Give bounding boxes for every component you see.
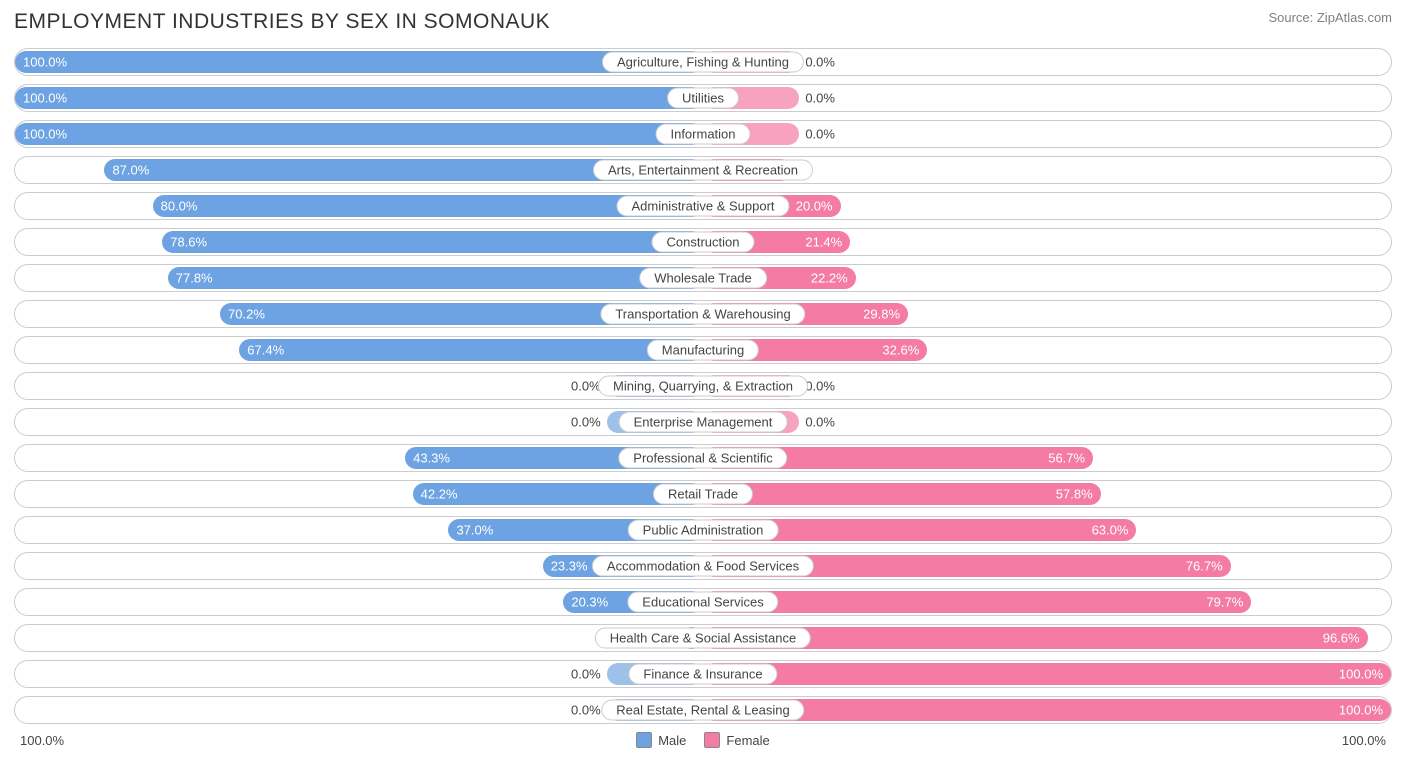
male-bar: 100.0% xyxy=(15,123,703,145)
axis-right-label: 100.0% xyxy=(1342,733,1386,748)
female-value: 20.0% xyxy=(796,199,833,214)
female-bar: 100.0% xyxy=(703,699,1391,721)
female-value: 0.0% xyxy=(805,91,835,106)
category-label: Real Estate, Rental & Leasing xyxy=(601,700,804,721)
category-label: Accommodation & Food Services xyxy=(592,556,814,577)
female-value: 0.0% xyxy=(805,55,835,70)
chart-row: 0.0% 0.0%Mining, Quarrying, & Extraction xyxy=(14,372,1392,400)
chart-row: 0.0% 0.0% Enterprise Management xyxy=(14,408,1392,436)
male-value: 37.0% xyxy=(456,523,493,538)
female-value: 63.0% xyxy=(1092,523,1129,538)
chart-row: 23.3% 76.7% Accommodation & Food Services xyxy=(14,552,1392,580)
chart-row: 100.0% 0.0% Utilities xyxy=(14,84,1392,112)
category-label: Public Administration xyxy=(628,520,779,541)
category-label: Professional & Scientific xyxy=(618,448,787,469)
legend-label: Female xyxy=(726,733,769,748)
female-value: 0.0% xyxy=(805,379,835,394)
male-value: 87.0% xyxy=(112,163,149,178)
male-bar: 77.8% xyxy=(168,267,703,289)
female-value: 21.4% xyxy=(805,235,842,250)
male-bar: 100.0% xyxy=(15,87,703,109)
chart-row: 80.0% 20.0% Administrative & Support xyxy=(14,192,1392,220)
female-value: 79.7% xyxy=(1206,595,1243,610)
chart-legend: Male Female xyxy=(636,732,770,748)
legend-swatch xyxy=(636,732,652,748)
male-value: 100.0% xyxy=(23,55,67,70)
male-value: 80.0% xyxy=(161,199,198,214)
legend-swatch xyxy=(704,732,720,748)
male-value: 100.0% xyxy=(23,91,67,106)
male-bar: 78.6% xyxy=(162,231,703,253)
chart-row: 100.0% 0.0%Agriculture, Fishing & Hunting xyxy=(14,48,1392,76)
female-value: 22.2% xyxy=(811,271,848,286)
chart-row: 0.0% 100.0% Finance & Insurance xyxy=(14,660,1392,688)
category-label: Enterprise Management xyxy=(619,412,788,433)
female-value: 100.0% xyxy=(1339,703,1383,718)
female-bar: 79.7% xyxy=(703,591,1251,613)
male-value: 67.4% xyxy=(247,343,284,358)
category-label: Construction xyxy=(652,232,755,253)
female-value: 76.7% xyxy=(1186,559,1223,574)
male-value: 100.0% xyxy=(23,127,67,142)
male-value: 23.3% xyxy=(551,559,588,574)
chart-row: 42.2% 57.8% Retail Trade xyxy=(14,480,1392,508)
male-bar: 100.0% xyxy=(15,51,703,73)
female-bar: 100.0% xyxy=(703,663,1391,685)
chart-row: 87.0%13.0%Arts, Entertainment & Recreati… xyxy=(14,156,1392,184)
chart-row: 70.2% 29.8% Transportation & Warehousing xyxy=(14,300,1392,328)
male-value: 77.8% xyxy=(176,271,213,286)
chart-row: 78.6% 21.4% Construction xyxy=(14,228,1392,256)
category-label: Agriculture, Fishing & Hunting xyxy=(602,52,804,73)
chart-row: 77.8% 22.2% Wholesale Trade xyxy=(14,264,1392,292)
male-value: 42.2% xyxy=(421,487,458,502)
category-label: Information xyxy=(655,124,750,145)
category-label: Arts, Entertainment & Recreation xyxy=(593,160,813,181)
legend-item: Male xyxy=(636,732,686,748)
category-label: Administrative & Support xyxy=(616,196,789,217)
male-value: 20.3% xyxy=(571,595,608,610)
category-label: Finance & Insurance xyxy=(628,664,777,685)
legend-item: Female xyxy=(704,732,769,748)
category-label: Manufacturing xyxy=(647,340,759,361)
chart-row: 43.3% 56.7% Professional & Scientific xyxy=(14,444,1392,472)
legend-label: Male xyxy=(658,733,686,748)
category-label: Educational Services xyxy=(627,592,778,613)
male-bar: 67.4% xyxy=(239,339,703,361)
chart-title: EMPLOYMENT INDUSTRIES BY SEX IN SOMONAUK xyxy=(14,10,550,34)
female-value: 0.0% xyxy=(805,127,835,142)
male-value: 78.6% xyxy=(170,235,207,250)
chart-row: 37.0% 63.0% Public Administration xyxy=(14,516,1392,544)
female-value: 32.6% xyxy=(882,343,919,358)
male-value: 43.3% xyxy=(413,451,450,466)
male-value: 0.0% xyxy=(571,667,601,682)
diverging-bar-chart: 100.0%0.0%Agriculture, Fishing & Hunting… xyxy=(14,48,1392,724)
female-value: 96.6% xyxy=(1323,631,1360,646)
axis-left-label: 100.0% xyxy=(20,733,64,748)
chart-header: EMPLOYMENT INDUSTRIES BY SEX IN SOMONAUK… xyxy=(14,10,1392,34)
female-value: 0.0% xyxy=(805,415,835,430)
female-value: 56.7% xyxy=(1048,451,1085,466)
category-label: Transportation & Warehousing xyxy=(600,304,805,325)
chart-row: 100.0% 0.0% Information xyxy=(14,120,1392,148)
female-value: 57.8% xyxy=(1056,487,1093,502)
male-value: 0.0% xyxy=(571,415,601,430)
chart-source: Source: ZipAtlas.com xyxy=(1268,10,1392,25)
chart-row: 20.3% 79.7% Educational Services xyxy=(14,588,1392,616)
male-value: 70.2% xyxy=(228,307,265,322)
chart-row: 3.4%96.6%Health Care & Social Assistance xyxy=(14,624,1392,652)
category-label: Mining, Quarrying, & Extraction xyxy=(598,376,808,397)
chart-row: 67.4% 32.6% Manufacturing xyxy=(14,336,1392,364)
female-bar: 57.8% xyxy=(703,483,1101,505)
category-label: Wholesale Trade xyxy=(639,268,767,289)
category-label: Utilities xyxy=(667,88,739,109)
female-value: 29.8% xyxy=(863,307,900,322)
male-value: 0.0% xyxy=(571,703,601,718)
chart-axis: 100.0% Male Female 100.0% xyxy=(14,732,1392,748)
female-value: 100.0% xyxy=(1339,667,1383,682)
category-label: Retail Trade xyxy=(653,484,753,505)
male-value: 0.0% xyxy=(571,379,601,394)
category-label: Health Care & Social Assistance xyxy=(595,628,811,649)
chart-row: 0.0% 100.0% Real Estate, Rental & Leasing xyxy=(14,696,1392,724)
